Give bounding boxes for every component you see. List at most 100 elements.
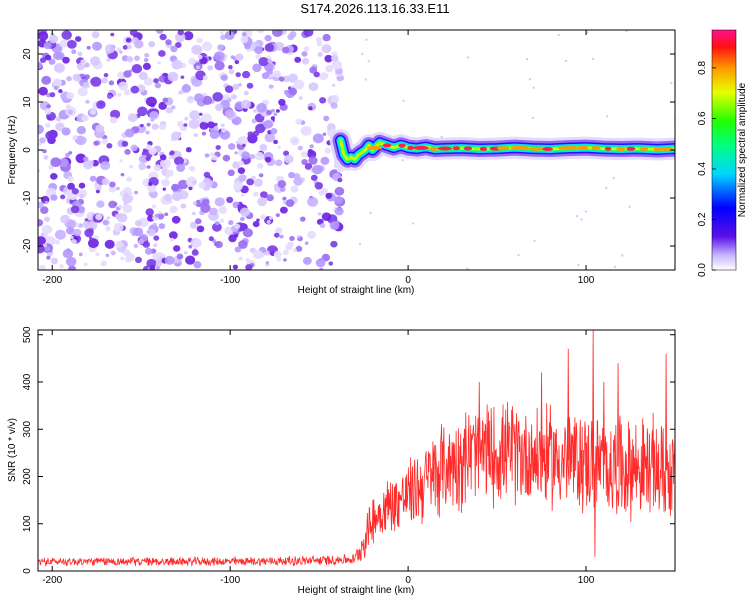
signal-peak — [407, 145, 414, 150]
noise-speckle — [177, 179, 189, 190]
signal-peak — [452, 146, 461, 151]
noise-speckle — [163, 193, 173, 202]
noise-speckle — [183, 123, 188, 127]
noise-speckle — [173, 193, 182, 201]
noise-speckle — [83, 262, 88, 267]
noise-speckle — [61, 127, 71, 136]
noise-speckle — [275, 159, 283, 167]
noise-speckle — [50, 173, 58, 180]
noise-speckle — [252, 63, 262, 73]
noise-speckle — [60, 194, 66, 200]
noise-speckle — [148, 41, 155, 47]
colorbar-label: Normalized spectral amplitude — [737, 82, 748, 217]
spectrogram-x-axis: -200 -100 0 100 — [42, 30, 595, 286]
noise-speckle — [122, 204, 133, 214]
noise-speckle — [158, 223, 166, 230]
noise-speckle — [207, 121, 215, 129]
noise-speckle — [159, 154, 167, 161]
noise-speckle — [612, 176, 615, 180]
spectrogram-ytick-label: 0 — [22, 147, 33, 153]
noise-speckle — [138, 71, 148, 80]
noise-speckle — [319, 223, 326, 229]
noise-speckle — [108, 185, 117, 193]
spectrogram-x-label: Height of straight line (km) — [298, 285, 415, 296]
noise-speckle — [38, 236, 46, 246]
noise-speckle — [466, 56, 470, 59]
noise-speckle — [275, 109, 280, 113]
noise-speckle — [263, 120, 273, 129]
noise-speckle — [215, 103, 223, 112]
noise-speckle — [159, 33, 167, 41]
noise-speckle — [84, 218, 89, 222]
noise-speckle — [178, 90, 183, 95]
noise-speckle — [329, 221, 340, 230]
noise-speckle — [440, 135, 443, 139]
noise-speckle — [201, 131, 207, 136]
noise-speckle — [276, 257, 282, 262]
noise-speckle — [143, 57, 149, 63]
noise-speckle — [43, 155, 49, 160]
noise-speckle — [147, 184, 157, 193]
noise-speckle — [287, 73, 298, 83]
noise-speckle — [195, 218, 202, 225]
noise-speckle — [625, 30, 628, 33]
noise-speckle — [116, 47, 122, 52]
page-title: S174.2026.113.16.33.E11 — [300, 1, 450, 16]
snr-xtick-label: 0 — [405, 575, 411, 586]
noise-speckle — [53, 85, 59, 91]
noise-speckle — [251, 175, 256, 180]
noise-speckle — [43, 42, 52, 50]
noise-speckle — [220, 74, 228, 81]
noise-speckle — [274, 232, 280, 238]
signal-peak — [577, 145, 589, 150]
noise-speckle — [102, 219, 110, 226]
noise-speckle — [255, 54, 262, 60]
noise-speckle — [67, 109, 74, 115]
noise-speckle — [157, 61, 162, 65]
noise-speckle — [126, 176, 132, 182]
noise-speckle — [165, 107, 173, 114]
noise-speckle — [272, 70, 281, 78]
noise-speckle — [158, 50, 166, 57]
noise-speckle — [105, 226, 111, 232]
noise-speckle — [361, 52, 364, 56]
noise-speckle — [201, 198, 210, 206]
noise-speckle — [278, 98, 286, 106]
noise-speckle — [130, 144, 138, 152]
noise-speckle — [95, 213, 103, 220]
spectrogram-ytick-label: 20 — [22, 48, 33, 60]
noise-speckle — [266, 55, 272, 60]
noise-speckle — [270, 108, 275, 113]
noise-speckle — [71, 188, 79, 195]
noise-speckle — [61, 30, 72, 40]
noise-speckle — [257, 30, 265, 34]
noise-speckle — [242, 70, 251, 79]
noise-speckle — [103, 73, 109, 78]
noise-speckle — [169, 237, 175, 242]
noise-speckle — [252, 249, 264, 260]
noise-speckle — [115, 240, 124, 249]
noise-speckle — [307, 150, 317, 159]
noise-speckle — [307, 196, 319, 207]
noise-speckle — [84, 228, 94, 238]
spectrogram-xtick-label: 100 — [578, 275, 595, 286]
noise-speckle — [176, 253, 184, 260]
noise-speckle — [288, 87, 298, 96]
noise-speckle — [324, 147, 332, 154]
noise-speckle — [177, 131, 182, 136]
noise-speckle — [106, 216, 111, 220]
noise-speckle — [253, 109, 257, 113]
noise-speckle — [207, 65, 214, 71]
noise-speckle — [153, 78, 159, 84]
noise-speckle — [266, 194, 274, 202]
noise-speckle — [201, 113, 212, 123]
noise-speckle — [367, 60, 370, 63]
noise-speckle — [237, 204, 243, 209]
noise-speckle — [189, 221, 198, 229]
noise-speckle — [249, 154, 256, 160]
noise-speckle — [75, 222, 80, 227]
noise-speckle — [275, 227, 283, 235]
noise-speckle — [261, 72, 270, 80]
noise-speckle — [118, 204, 123, 209]
